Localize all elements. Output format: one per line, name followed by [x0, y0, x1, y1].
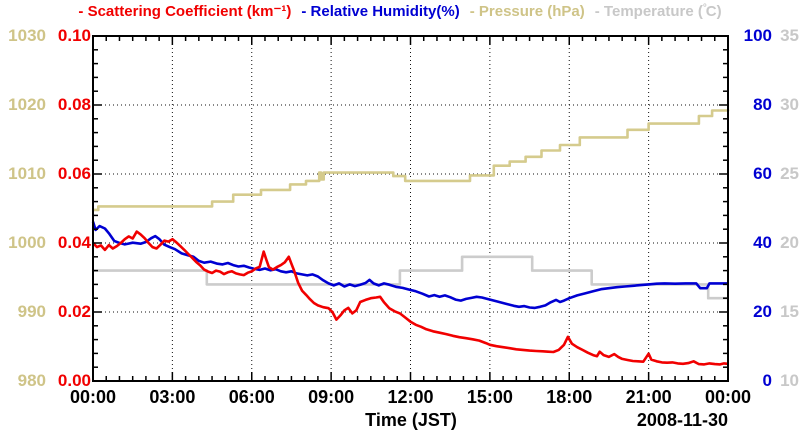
y-tick-label-scattering: 0.06 [57, 164, 91, 183]
plot-border [92, 35, 729, 382]
x-tick-label: 21:00 [625, 387, 672, 407]
y-tick-label-pressure: 1000 [8, 233, 46, 252]
date-label: 2008-11-30 [636, 410, 728, 430]
y-tick-label-scattering: 0.08 [57, 95, 91, 114]
y-tick-label-temperature: 35 [780, 26, 799, 45]
y-tick-label-humidity: 60 [753, 164, 772, 183]
x-tick-label: 00:00 [704, 387, 752, 407]
x-axis-title: Time (JST) [365, 410, 457, 430]
x-tick-label: 00:00 [69, 387, 117, 407]
y-tick-label-pressure: 990 [17, 302, 46, 321]
chart-title-legend: - Scattering Coefficient (km⁻¹) - Relativ… [0, 2, 800, 24]
legend-entry: - Relative Humidity(%) [301, 3, 460, 20]
y-tick-label-pressure: 1020 [8, 95, 46, 114]
degree-symbol: ° [702, 2, 707, 14]
x-tick-label: 12:00 [387, 387, 434, 407]
y-tick-label-pressure: 1030 [8, 26, 46, 45]
y-tick-label-humidity: 20 [753, 302, 772, 321]
legend-entry: - Scattering Coefficient (km⁻¹) [78, 3, 292, 20]
y-tick-label-scattering: 0.00 [57, 371, 91, 390]
x-tick-label: 09:00 [308, 387, 355, 407]
y-tick-label-scattering: 0.10 [57, 26, 91, 45]
y-tick-label-scattering: 0.04 [57, 233, 91, 252]
y-tick-label-temperature: 20 [780, 233, 799, 252]
y-tick-label-temperature: 25 [780, 164, 799, 183]
y-tick-label-humidity: 0 [762, 371, 772, 390]
y-tick-label-temperature: 30 [780, 95, 799, 114]
y-tick-label-temperature: 15 [780, 302, 799, 321]
y-tick-label-humidity: 40 [753, 233, 772, 252]
series-line-pressure [93, 109, 730, 212]
x-tick-label: 15:00 [466, 387, 513, 407]
legend-entry: - Temperature (°C) [594, 2, 722, 20]
x-tick-label: 03:00 [149, 387, 196, 407]
series-line-temperature [93, 255, 728, 300]
y-tick-label-humidity: 100 [743, 26, 772, 45]
x-tick-label: 18:00 [546, 387, 593, 407]
x-tick-label: 06:00 [228, 387, 275, 407]
y-tick-label-pressure: 1010 [8, 164, 46, 183]
y-tick-label-humidity: 80 [753, 95, 772, 114]
legend-entry: - Pressure (hPa) [469, 3, 585, 20]
series-line-scattering [92, 230, 729, 366]
y-tick-label-scattering: 0.02 [57, 302, 91, 321]
y-tick-label-temperature: 10 [780, 371, 799, 390]
y-tick-label-pressure: 980 [17, 371, 46, 390]
